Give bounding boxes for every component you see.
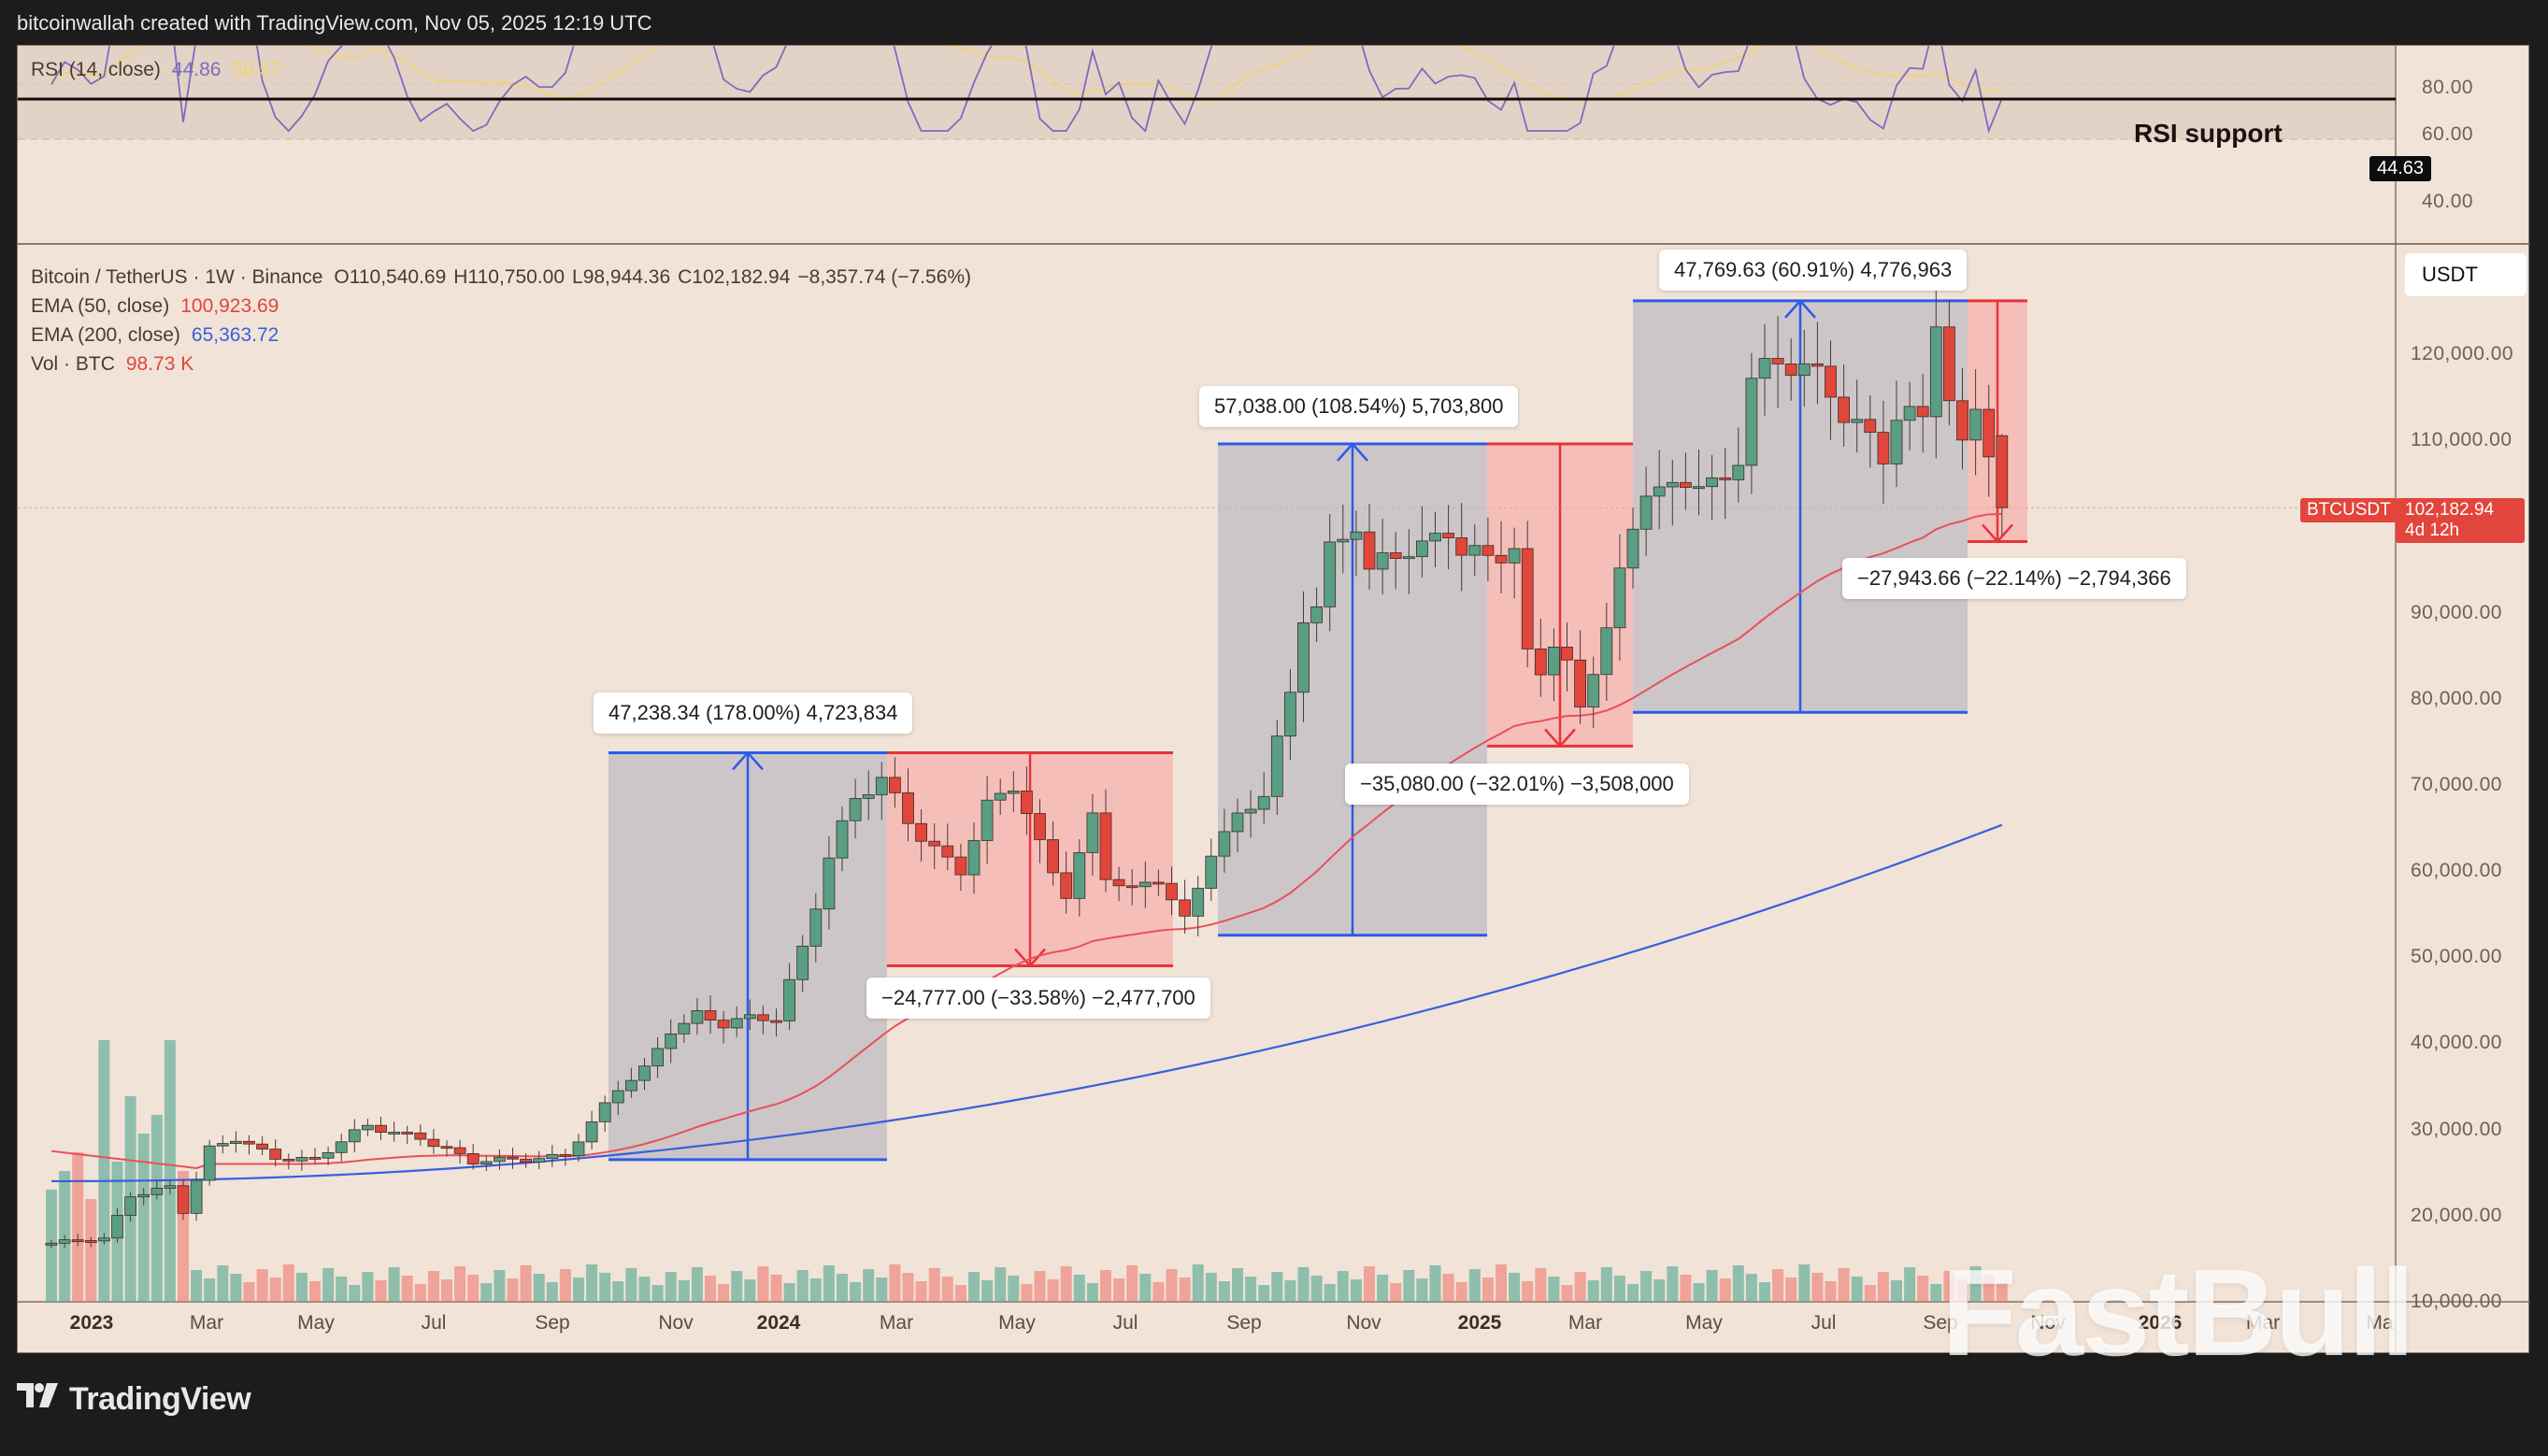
ema200-value: 65,363.72 [191, 324, 279, 346]
ema200-line[interactable] [50, 823, 2003, 1183]
ema50-label: EMA (50, close) [31, 295, 170, 317]
time-axis-tick: May [1685, 1312, 1723, 1334]
tradingview-footer[interactable]: TradingView [17, 1381, 251, 1418]
price-axis-tick: 40,000.00 [2411, 1032, 2502, 1054]
rsi-line[interactable] [50, 46, 2003, 135]
rsi-current-tag: 44.63 [2369, 156, 2432, 181]
price-range-measure-1[interactable] [608, 750, 887, 1162]
ema50-row[interactable]: EMA (50, close) 100,923.69 [31, 292, 982, 321]
time-axis-tick: Mar [879, 1312, 914, 1334]
ohlc-close: C102,182.94 [678, 266, 791, 288]
volume-label: Vol · BTC [31, 353, 115, 375]
ohlc-open: O110,540.69 [334, 266, 447, 288]
time-axis-tick: Mar [2245, 1312, 2281, 1334]
measure-label-1[interactable]: 47,238.34 (178.00%) 4,723,834 [594, 692, 913, 734]
time-axis-tick: Mar [1567, 1312, 1603, 1334]
time-axis-tick: Mar [189, 1312, 224, 1334]
measure-label-6[interactable]: −27,943.66 (−22.14%) −2,794,366 [1842, 558, 2186, 599]
rsi-ma-line [50, 46, 2002, 103]
ohlc-high: H110,750.00 [453, 266, 565, 288]
time-axis-tick: Jul [421, 1312, 447, 1334]
symbol-tag-label: BTCUSDT [2307, 500, 2391, 520]
last-price-tag: 102,182.94 4d 12h [2396, 498, 2525, 543]
chart-canvas[interactable] [18, 46, 2530, 1354]
last-price-value: 102,182.94 [2405, 500, 2495, 520]
measure-label-5[interactable]: 47,769.63 (60.91%) 4,776,963 [1659, 250, 1968, 291]
time-axis-tick: Jul [1811, 1312, 1837, 1334]
rsi-axis-tick: 60.00 [2422, 123, 2474, 145]
attribution-header: bitcoinwallah created with TradingView.c… [17, 11, 652, 35]
time-axis-tick: May [998, 1312, 1036, 1334]
time-axis-tick: Nov [1346, 1312, 1381, 1334]
measure-label-3[interactable]: 57,038.00 (108.54%) 5,703,800 [1199, 386, 1519, 427]
measure-label-2[interactable]: −24,777.00 (−33.58%) −2,477,700 [866, 978, 1210, 1019]
price-axis-tick: 90,000.00 [2411, 601, 2502, 623]
time-axis-tick: Jul [1112, 1312, 1138, 1334]
rsi-support-annotation: RSI support [2134, 119, 2283, 148]
measure-label-4[interactable]: −35,080.00 (−32.01%) −3,508,000 [1345, 764, 1689, 805]
time-axis-tick: Nov [658, 1312, 694, 1334]
time-axis-tick: 2026 [2138, 1312, 2183, 1334]
fastbull-watermark: FastBull [1941, 1244, 2415, 1381]
time-axis-tick: 2025 [1457, 1312, 1502, 1334]
tradingview-logo-icon [17, 1381, 60, 1418]
ohlc-change: −8,357.74 (−7.56%) [797, 266, 972, 288]
currency-selector[interactable]: USDT [2405, 253, 2527, 296]
time-axis-tick: Sep [1226, 1312, 1262, 1334]
rsi-legend: RSI (14, close) 44.86 56.57 [31, 59, 293, 81]
symbol-title[interactable]: Bitcoin / TetherUS · 1W · Binance [31, 266, 323, 288]
price-axis-tick: 60,000.00 [2411, 860, 2502, 882]
rsi-ma-value: 56.57 [232, 59, 282, 80]
ema50-line[interactable] [50, 513, 2002, 1169]
price-range-measure-4[interactable] [1487, 442, 1633, 749]
price-axis-tick: 120,000.00 [2411, 343, 2514, 365]
price-range-measure-5[interactable] [1633, 298, 1968, 714]
price-axis-tick: 10,000.00 [2411, 1291, 2502, 1312]
ema200-label: EMA (200, close) [31, 324, 180, 346]
time-axis-tick: Ma [2366, 1312, 2394, 1334]
chart-frame: RSI (14, close) 44.86 56.57 RSI support 44… [17, 45, 2530, 1381]
rsi-axis-tick: 40.00 [2422, 191, 2474, 212]
rsi-value: 44.86 [171, 59, 222, 80]
ohlc-low: L98,944.36 [572, 266, 671, 288]
time-axis-tick: 2023 [69, 1312, 114, 1334]
volume-value: 98.73 K [125, 353, 194, 375]
time-axis-tick: Nov [2030, 1312, 2066, 1334]
price-axis-tick: 70,000.00 [2411, 773, 2502, 795]
price-axis-tick: 80,000.00 [2411, 687, 2502, 709]
symbol-price-tag: BTCUSDT [2300, 498, 2398, 522]
time-axis-tick: 2024 [756, 1312, 801, 1334]
volume-bars [46, 1040, 2008, 1302]
time-axis-tick: Sep [535, 1312, 570, 1334]
time-axis-tick: May [297, 1312, 335, 1334]
price-axis-tick: 20,000.00 [2411, 1204, 2502, 1226]
price-range-measure-2[interactable] [887, 750, 1173, 968]
price-axis-tick: 110,000.00 [2411, 429, 2512, 451]
ema200-row[interactable]: EMA (200, close) 65,363.72 [31, 321, 982, 350]
candlesticks[interactable] [45, 283, 2009, 1249]
ema50-value: 100,923.69 [180, 295, 279, 317]
volume-row[interactable]: Vol · BTC 98.73 K [31, 350, 982, 378]
tradingview-brand: TradingView [69, 1381, 251, 1417]
price-range-measure-3[interactable] [1218, 442, 1487, 937]
rsi-axis-tick: 80.00 [2422, 77, 2474, 98]
rsi-title: RSI (14, close) [31, 59, 161, 80]
main-legend: Bitcoin / TetherUS · 1W · Binance O110,54… [31, 263, 982, 378]
bar-countdown: 4d 12h [2405, 521, 2460, 540]
price-axis-tick: 50,000.00 [2411, 946, 2502, 968]
price-axis-tick: 30,000.00 [2411, 1118, 2502, 1140]
symbol-row: Bitcoin / TetherUS · 1W · Binance O110,54… [31, 263, 982, 292]
time-axis-tick: Sep [1923, 1312, 1958, 1334]
